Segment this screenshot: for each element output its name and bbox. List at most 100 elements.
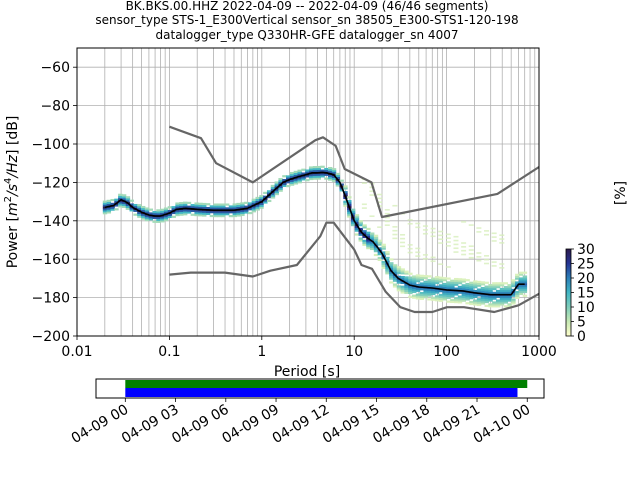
probability-cell [244,201,249,204]
probability-cell [422,254,428,256]
probability-cell [129,199,134,202]
probability-cell [442,290,447,293]
probability-cell [468,224,474,226]
probability-cell [312,175,318,178]
probability-cell [167,206,173,209]
probability-cell [450,298,455,302]
probability-cell [198,212,203,215]
probability-cell [461,299,467,302]
probability-cell [400,268,405,271]
probability-cell [476,298,482,301]
probability-cell [522,281,528,284]
probability-cell [400,272,405,275]
probability-cell [270,184,276,188]
probability-cell [434,291,440,294]
probability-cell [118,205,123,208]
probability-cell [392,204,398,207]
probability-cell [453,251,459,253]
probability-cell [422,257,428,260]
probability-cell [503,287,509,291]
probability-cell [408,280,413,283]
probability-cell [308,166,314,169]
probability-cell [446,285,451,288]
probability-cell [190,213,196,216]
y-tick-label: −120 [32,175,70,191]
probability-cell [228,205,234,208]
probability-cell [152,216,157,220]
probability-cell [415,247,421,250]
probability-cell [110,202,115,206]
probability-cell [427,275,432,278]
probability-cell [392,237,398,240]
probability-cell [415,226,421,229]
probability-cell [366,233,371,236]
probability-cell [324,173,329,176]
probability-cell [373,234,379,237]
y-label-part-1: Power [ [5,216,21,268]
probability-cell [255,208,260,211]
probability-cell [343,191,348,194]
probability-cell [236,204,241,207]
probability-cell [468,249,474,251]
probability-cell [278,179,283,183]
probability-cell [202,214,207,217]
probability-cell [457,285,463,289]
coverage-tick-label: 04-09 18 [370,402,433,447]
probability-cell [522,277,528,280]
probability-cell [175,204,180,207]
probability-cell [186,211,192,214]
probability-cell [118,203,123,206]
probability-cell [213,205,218,208]
probability-cell [118,195,123,198]
probability-cell [404,278,409,281]
coverage-tick-label: 04-09 00 [69,402,132,447]
probability-cell [461,293,467,297]
probability-cell [381,245,386,248]
x-tick-label: 0.1 [158,344,180,360]
probability-cell [373,250,379,253]
probability-cell [293,170,299,174]
probability-cell [431,279,436,282]
probability-cell [373,236,379,239]
probability-cell [244,209,249,212]
probability-cell [160,208,165,211]
probability-cell [236,214,241,217]
probability-cell [339,179,344,182]
probability-cell [518,290,524,294]
probability-cell [450,285,455,288]
probability-cell [389,281,394,284]
y-axis-label: Power [m2/s4/Hz] [dB] [3,116,21,269]
probability-cell [518,281,524,284]
probability-cell [469,289,474,292]
probability-cell [427,294,432,297]
probability-cell [369,190,375,193]
probability-cell [160,216,165,219]
main-plot: 0.01 0.1 1 10 100 1000 −60 −80 −100 −120 −140 −160… [3,47,557,380]
probability-cell [156,220,161,223]
probability-cell [461,295,467,298]
probability-cell [354,219,360,223]
y-tick-label: −140 [32,214,70,230]
probability-cell [457,291,463,294]
probability-cell [461,246,467,248]
probability-cell [457,278,463,281]
probability-cell [209,207,215,210]
probability-cell [362,230,367,233]
probability-cell [438,284,444,287]
probability-cell [396,271,402,275]
probability-cell [450,295,455,298]
probability-cell [114,204,119,207]
probability-cell [236,202,241,206]
probability-cell [400,233,406,236]
probability-cell [118,193,123,196]
probability-cell [511,283,516,286]
probability-cell [476,284,482,287]
probability-cell [476,303,482,307]
probability-cell [156,218,161,222]
probability-cell [202,210,207,213]
probability-cell [453,300,459,304]
probability-cell [492,284,497,287]
probability-cell [446,283,451,286]
probability-cell [373,242,379,245]
probability-cell [404,291,409,294]
